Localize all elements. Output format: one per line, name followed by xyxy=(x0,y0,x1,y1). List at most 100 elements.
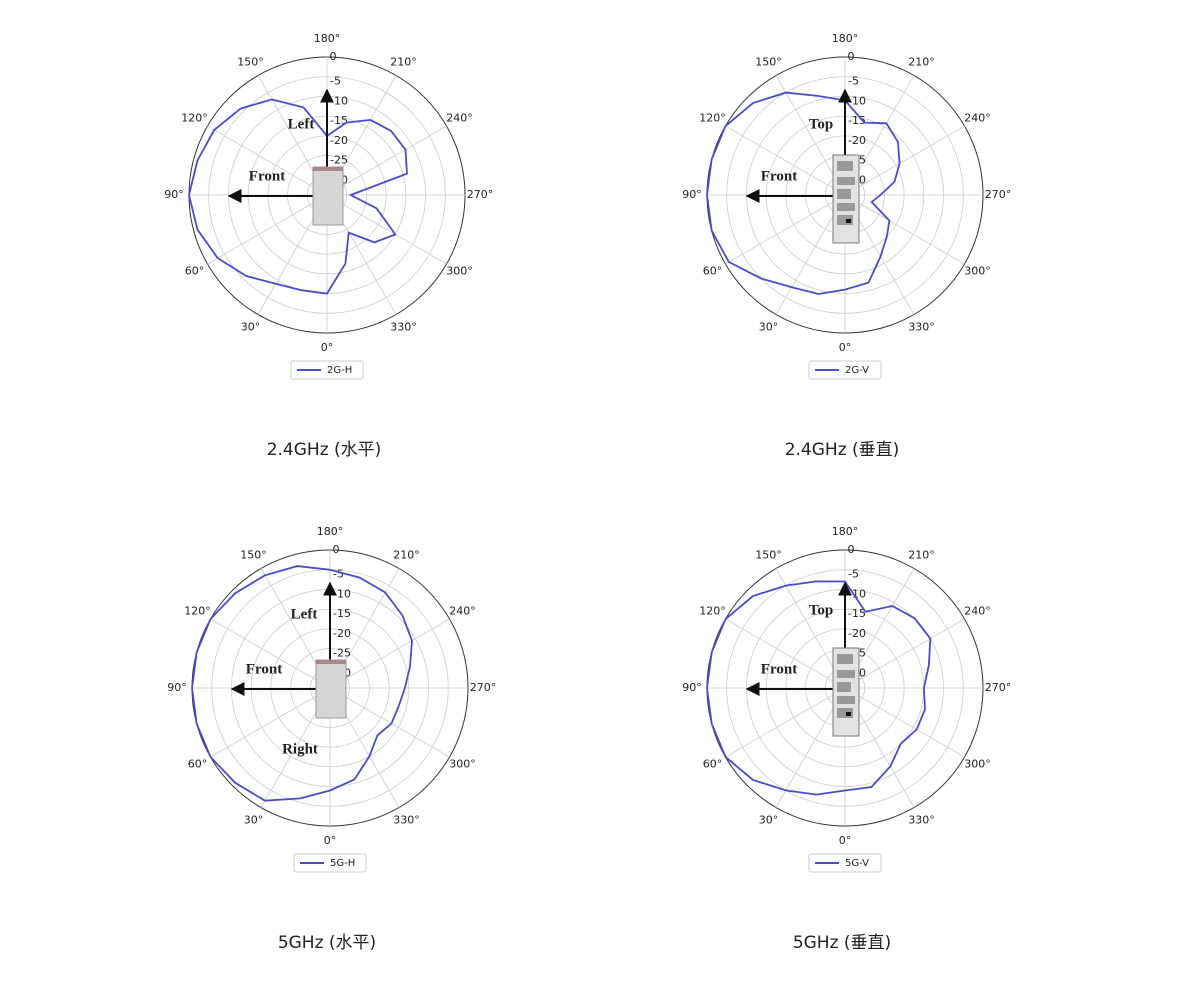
legend-box xyxy=(808,853,882,873)
angle-label: 240° xyxy=(446,112,473,125)
annotation: Top xyxy=(809,602,833,618)
angle-label: 90° xyxy=(682,188,702,201)
angle-label: 330° xyxy=(908,321,935,334)
radial-label: -20 xyxy=(848,627,866,640)
grid-spoke xyxy=(844,125,965,196)
grid-spoke xyxy=(329,618,450,689)
device-panel xyxy=(837,189,851,199)
grid-spoke xyxy=(844,618,965,689)
grid-spoke xyxy=(210,618,331,689)
angle-label: 150° xyxy=(755,55,782,68)
angle-label: 210° xyxy=(393,548,420,561)
device-panel xyxy=(837,670,855,678)
angle-label: 60° xyxy=(703,265,723,278)
polar-chart: 0° 30° 60° 90° 120° 150° 180° 210° 240° 270° 300° 3… xyxy=(682,32,1011,460)
angle-label: 90° xyxy=(167,681,187,694)
device-panel xyxy=(837,203,855,211)
device-top xyxy=(313,167,343,171)
radial-label: 0 xyxy=(333,543,340,556)
angle-label: 60° xyxy=(185,265,205,278)
pattern-line xyxy=(191,565,413,802)
device-led xyxy=(846,219,851,223)
radial-label: 0 xyxy=(848,543,855,556)
device-panel xyxy=(837,708,853,718)
radial-label: 0 xyxy=(848,50,855,63)
angle-label: 60° xyxy=(703,758,723,771)
angle-label: 150° xyxy=(755,548,782,561)
legend-label: 5G-V xyxy=(845,858,869,869)
grid-spoke xyxy=(844,687,965,758)
radial-label: -5 xyxy=(848,568,859,581)
grid-spoke xyxy=(725,125,846,196)
radial-label: -5 xyxy=(333,568,344,581)
angle-label: 300° xyxy=(964,758,991,771)
angle-label: 60° xyxy=(188,758,208,771)
device-led xyxy=(846,712,851,716)
angle-label: 270° xyxy=(467,188,494,201)
radial-label: -10 xyxy=(848,587,866,600)
radial-label: -15 xyxy=(848,607,866,620)
angle-label: 0° xyxy=(321,341,334,354)
angle-label: 300° xyxy=(446,265,473,278)
chart-caption: 5GHz (垂直) xyxy=(793,933,891,953)
grid-spoke xyxy=(210,687,331,758)
angle-label: 0° xyxy=(839,341,852,354)
angle-label: 210° xyxy=(390,55,417,68)
chart-caption: 2.4GHz (垂直) xyxy=(785,440,900,460)
radial-label: -15 xyxy=(330,114,348,127)
radial-label: -15 xyxy=(333,607,351,620)
radial-label: 0 xyxy=(330,50,337,63)
device-panel xyxy=(837,654,853,664)
annotation: Left xyxy=(291,606,318,622)
angle-label: 0° xyxy=(324,834,337,847)
angle-label: 150° xyxy=(240,548,267,561)
angle-label: 180° xyxy=(832,525,859,538)
grid-spoke xyxy=(725,618,846,689)
grid-spoke xyxy=(326,125,447,196)
radial-label: -20 xyxy=(333,627,351,640)
legend-box xyxy=(808,360,882,380)
device-top xyxy=(316,660,346,664)
device-panel xyxy=(837,177,855,185)
angle-label: 90° xyxy=(164,188,184,201)
grid-spoke xyxy=(844,194,965,265)
radial-label: -20 xyxy=(848,134,866,147)
annotation: Front xyxy=(249,168,285,184)
angle-label: 210° xyxy=(908,548,935,561)
legend-label: 5G-H xyxy=(330,858,355,869)
angle-label: 30° xyxy=(759,321,779,334)
grid-spoke xyxy=(207,194,328,265)
angle-label: 240° xyxy=(964,112,991,125)
legend-label: 2G-V xyxy=(845,365,869,376)
angle-label: 270° xyxy=(985,681,1012,694)
device xyxy=(312,166,344,226)
radial-label: -20 xyxy=(330,134,348,147)
angle-label: 180° xyxy=(314,32,341,45)
angle-label: 0° xyxy=(839,834,852,847)
annotation: Front xyxy=(761,661,797,677)
angle-label: 120° xyxy=(184,605,211,618)
chart-caption: 2.4GHz (水平) xyxy=(267,440,382,460)
polar-chart: 0° 30° 60° 90° 120° 150° 180° 210° 240° 270° 300° 3… xyxy=(164,32,493,460)
angle-label: 270° xyxy=(470,681,497,694)
radial-label: -15 xyxy=(848,114,866,127)
device-panel xyxy=(837,161,853,171)
radial-label: -10 xyxy=(848,94,866,107)
angle-label: 240° xyxy=(964,605,991,618)
polar-chart: 0° 30° 60° 90° 120° 150° 180° 210° 240° 270° 300° 3… xyxy=(682,525,1011,953)
angle-label: 330° xyxy=(390,321,417,334)
radial-label: -5 xyxy=(330,75,341,88)
grid-spoke xyxy=(207,125,328,196)
angle-label: 210° xyxy=(908,55,935,68)
annotation: Front xyxy=(246,661,282,677)
device xyxy=(315,659,347,719)
angle-label: 300° xyxy=(449,758,476,771)
annotation: Top xyxy=(809,116,833,132)
grid-spoke xyxy=(725,687,846,758)
device-panel xyxy=(837,682,851,692)
legend-box xyxy=(290,360,364,380)
grid-spoke xyxy=(329,687,450,758)
angle-label: 240° xyxy=(449,605,476,618)
angle-label: 30° xyxy=(759,814,779,827)
